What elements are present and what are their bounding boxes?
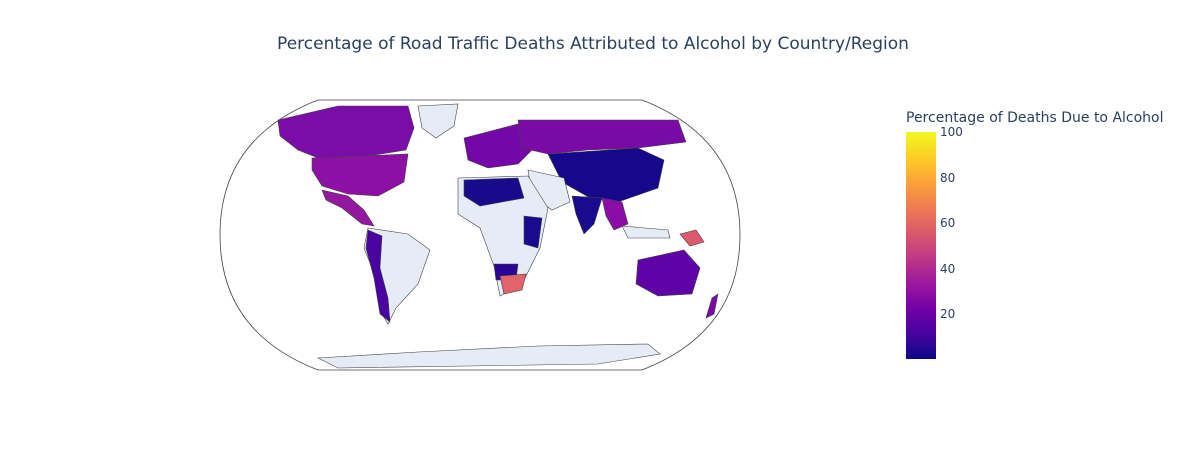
region-africa-north — [463, 177, 525, 207]
colorbar-tick: 60 — [940, 216, 956, 230]
region-greenland — [417, 103, 459, 139]
region-united-states — [311, 153, 409, 197]
chart-title: Percentage of Road Traffic Deaths Attrib… — [277, 34, 909, 54]
region-new-zealand — [705, 293, 719, 319]
colorbar-tick: 20 — [940, 307, 956, 321]
region-south-africa — [499, 273, 527, 295]
region-russia — [517, 119, 687, 155]
region-canada — [277, 105, 415, 159]
region-se-asia — [601, 197, 629, 231]
region-papua-new-guinea — [679, 229, 705, 247]
region-andes — [365, 229, 391, 323]
region-china — [547, 147, 665, 203]
region-india — [571, 195, 603, 235]
colorbar-tick: 40 — [940, 262, 956, 276]
colorbar-tick: 80 — [940, 171, 956, 185]
colorbar-tick: 100 — [940, 125, 963, 139]
colorbar-title: Percentage of Deaths Due to Alcohol — [906, 110, 1164, 126]
region-australia — [635, 249, 701, 297]
region-indonesia — [621, 225, 671, 239]
region-europe — [463, 123, 535, 169]
region-east-africa — [523, 215, 543, 249]
choropleth-map[interactable] — [218, 98, 742, 372]
region-antarctica — [316, 343, 661, 369]
colorbar — [906, 132, 936, 359]
region-mexico — [321, 189, 375, 227]
